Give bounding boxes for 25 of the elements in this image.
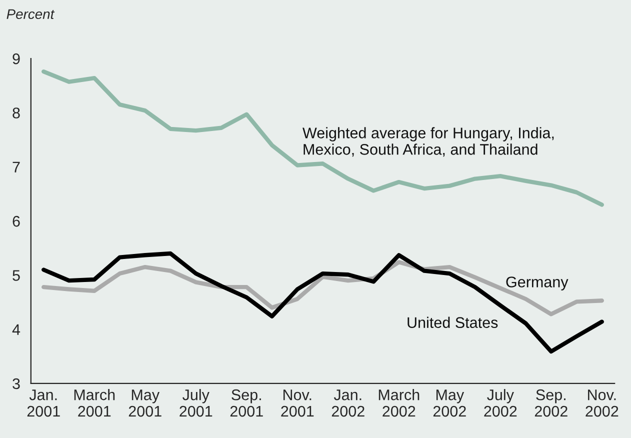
y-tick-label: 5 xyxy=(12,270,20,281)
y-tick-label: 9 xyxy=(12,53,20,64)
x-tick-label: July 2002 xyxy=(484,389,517,417)
series-label: United States xyxy=(408,316,498,328)
y-tick-label: 3 xyxy=(12,378,20,390)
x-tick-label: Nov. 2002 xyxy=(586,390,618,417)
x-tick-label: Jan. 2001 xyxy=(27,390,60,417)
y-tick-label: 7 xyxy=(12,162,20,172)
x-tick-label: Jan. 2002 xyxy=(332,390,364,417)
x-tick-label: Nov. 2001 xyxy=(281,390,314,417)
x-tick-label: May 2002 xyxy=(433,390,466,417)
y-axis-title: Percent xyxy=(6,9,55,20)
y-tick-label: 8 xyxy=(12,108,20,118)
x-tick-label: March 2001 xyxy=(74,389,115,417)
y-tick-label: 6 xyxy=(12,216,20,227)
series-label: Germany xyxy=(506,276,568,290)
series-label: Weighted average for Hungary, India, Mexico, South Africa, and Thailand xyxy=(302,127,554,157)
x-tick-label: May 2001 xyxy=(128,390,162,417)
x-tick-label: Sep. 2001 xyxy=(230,389,263,417)
x-tick-label: Sep. 2002 xyxy=(534,389,568,417)
x-tick-label: July 2001 xyxy=(180,389,212,417)
y-tick-label: 4 xyxy=(12,324,20,335)
line-series xyxy=(42,251,604,354)
x-tick-label: March 2002 xyxy=(378,389,420,417)
line-series xyxy=(42,69,604,207)
